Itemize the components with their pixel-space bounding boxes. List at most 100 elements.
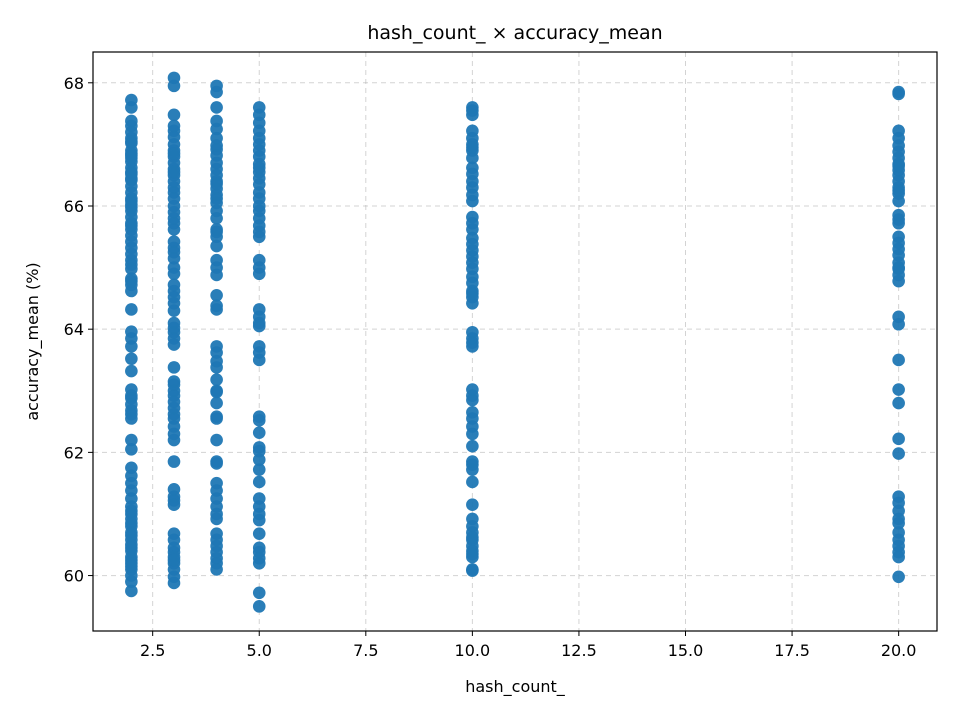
data-point: [210, 122, 223, 136]
data-point: [252, 463, 266, 476]
data-point: [892, 516, 905, 530]
data-point: [210, 177, 223, 191]
data-point: [210, 373, 223, 386]
data-point: [252, 527, 266, 540]
data-point: [210, 192, 223, 205]
x-axis-label: hash_count_: [465, 677, 566, 697]
data-point: [210, 396, 223, 410]
data-point: [167, 407, 181, 421]
data-point: [210, 385, 223, 399]
y-axis-ticks: 60 62 64 66 68: [64, 74, 93, 586]
data-point: [252, 225, 266, 239]
data-point: [466, 427, 479, 441]
data-point: [892, 213, 905, 226]
data-point: [125, 541, 138, 555]
data-point: [125, 469, 138, 483]
data-point: [167, 223, 181, 236]
data-point: [252, 586, 266, 600]
data-point: [210, 299, 223, 313]
data-point: [125, 560, 138, 573]
x-tick-label: 12.5: [561, 641, 597, 660]
data-point: [125, 584, 138, 598]
data-point: [125, 352, 138, 366]
data-point: [167, 108, 181, 122]
data-point: [466, 151, 479, 165]
x-tick-label: 15.0: [668, 641, 704, 660]
data-point: [210, 268, 223, 282]
data-point: [125, 389, 138, 403]
x-tick-label: 5.0: [247, 641, 272, 660]
data-point: [892, 261, 905, 274]
y-tick-label: 64: [64, 320, 84, 339]
data-point: [252, 267, 266, 281]
data-point: [125, 407, 138, 421]
data-point: [892, 184, 905, 197]
y-tick-label: 60: [64, 567, 84, 586]
data-point: [167, 433, 181, 447]
data-point: [125, 332, 138, 345]
data-point: [125, 194, 138, 208]
data-point: [892, 159, 905, 173]
data-point: [252, 353, 266, 367]
data-point: [125, 303, 138, 316]
data-point: [252, 414, 266, 427]
data-point: [167, 494, 181, 507]
data-point: [252, 552, 266, 565]
data-point: [466, 458, 479, 471]
data-point: [252, 444, 266, 458]
data-point: [210, 85, 223, 99]
data-point: [125, 258, 138, 271]
data-point: [466, 336, 479, 350]
data-point: [252, 475, 266, 489]
y-tick-label: 68: [64, 74, 84, 93]
data-point: [466, 104, 479, 117]
data-point: [167, 533, 181, 547]
data-point: [167, 576, 181, 590]
data-point: [167, 321, 181, 335]
x-tick-label: 20.0: [881, 641, 917, 660]
data-point: [210, 533, 223, 547]
data-point: [167, 361, 181, 374]
data-point: [210, 412, 223, 425]
data-point: [167, 79, 181, 93]
data-point: [466, 547, 479, 561]
data-point: [167, 165, 181, 179]
x-axis-ticks: 2.5 5.0 7.5 10.0 12.5 15.0 17.5 20.0: [140, 631, 916, 660]
data-point: [167, 553, 181, 567]
x-tick-label: 17.5: [774, 641, 810, 660]
data-point: [252, 426, 266, 439]
data-point: [466, 475, 479, 489]
data-point: [125, 529, 138, 542]
data-point: [125, 135, 138, 148]
data-point: [167, 378, 181, 391]
data-point: [252, 161, 266, 175]
data-point: [210, 101, 223, 114]
data-point: [167, 147, 181, 160]
data-point: [210, 225, 223, 239]
data-point: [466, 223, 479, 236]
data-point: [892, 194, 905, 208]
data-point: [466, 393, 479, 407]
data-point: [892, 87, 905, 101]
data-point: [167, 338, 181, 351]
data-point: [125, 442, 138, 456]
data-point: [210, 354, 223, 368]
data-point: [466, 439, 479, 453]
plot-frame: [92, 51, 938, 632]
data-point: [466, 237, 479, 251]
data-point: [167, 455, 181, 468]
data-point: [252, 453, 266, 467]
data-point: [892, 396, 905, 410]
data-point: [125, 165, 138, 179]
data-point: [210, 512, 223, 526]
x-tick-label: 2.5: [140, 641, 165, 660]
x-tick-label: 7.5: [353, 641, 378, 660]
data-point: [252, 600, 266, 613]
y-tick-label: 62: [64, 443, 84, 462]
data-point: [466, 531, 479, 544]
data-point: [125, 364, 138, 378]
data-point: [892, 274, 905, 288]
data-point: [125, 516, 138, 530]
